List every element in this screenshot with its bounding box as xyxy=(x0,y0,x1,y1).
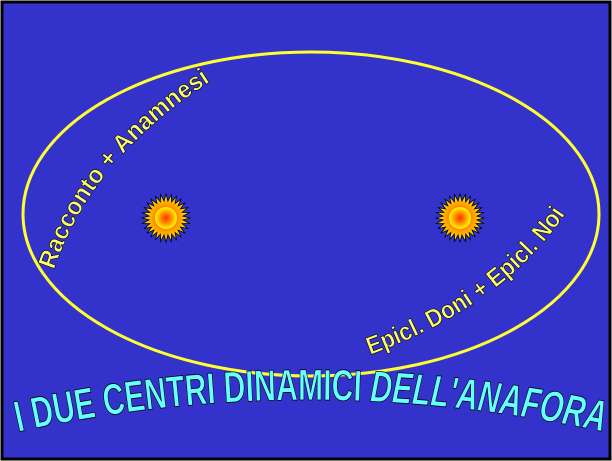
right-center-sun-burst-icon xyxy=(434,192,486,244)
left-center-sun-burst-icon xyxy=(140,192,192,244)
dynamic-ellipse xyxy=(21,50,601,378)
